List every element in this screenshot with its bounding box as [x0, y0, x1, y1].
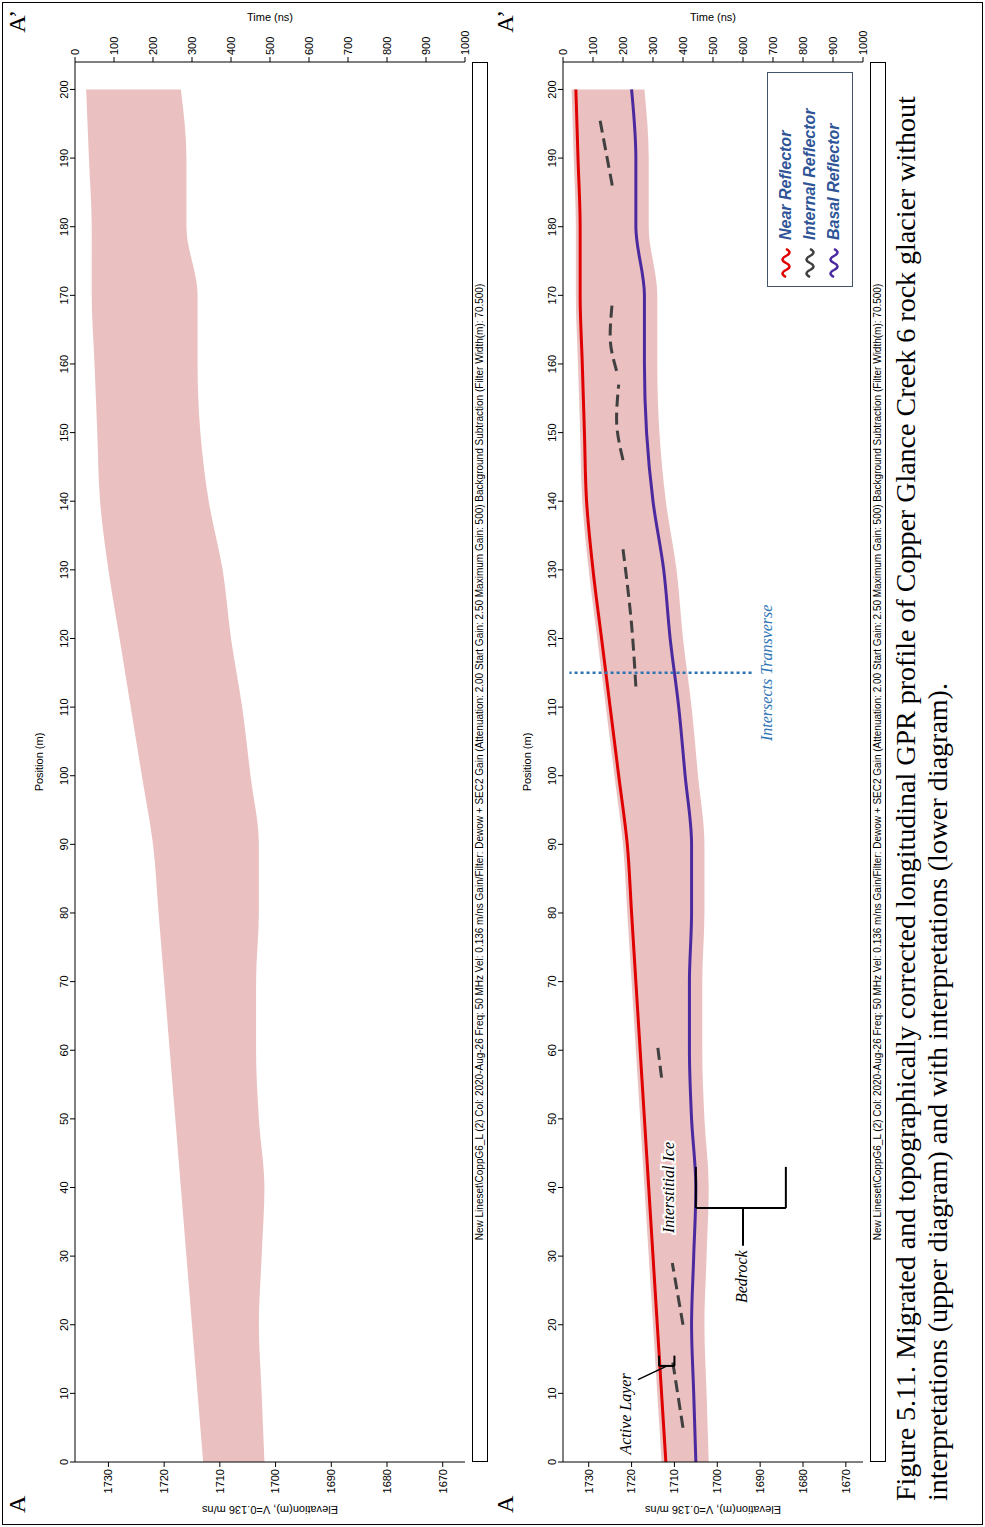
html-text:Internal Reflector: Internal Reflector	[801, 108, 818, 240]
svg-text:160: 160	[58, 355, 70, 373]
svg-text:300: 300	[647, 37, 659, 55]
html-text:New Lineset\CoppG6_L (2) Col:: New Lineset\CoppG6_L (2) Col: 2020-Aug-2…	[872, 283, 883, 1241]
html-text:A: A	[4, 1495, 30, 1513]
svg-text:190: 190	[546, 149, 558, 167]
svg-text:Position (m): Position (m)	[33, 733, 45, 792]
svg-text:50: 50	[546, 1113, 558, 1125]
svg-text:400: 400	[677, 37, 689, 55]
html-text:Basal Reflector: Basal Reflector	[825, 123, 842, 240]
svg-text:Interstitial Ice: Interstitial Ice	[660, 1142, 677, 1234]
svg-text:90: 90	[58, 838, 70, 850]
svg-text:100: 100	[546, 767, 558, 785]
svg-text:150: 150	[546, 423, 558, 441]
svg-text:1000: 1000	[459, 31, 470, 55]
svg-text:700: 700	[767, 37, 779, 55]
svg-text:1710: 1710	[668, 1469, 680, 1493]
svg-text:70: 70	[546, 975, 558, 987]
svg-text:Position (m): Position (m)	[521, 733, 533, 792]
svg-text:Active Layer: Active Layer	[617, 1373, 635, 1456]
svg-text:900: 900	[420, 37, 432, 55]
html-text:A’: A’	[492, 10, 518, 33]
svg-text:200: 200	[546, 80, 558, 98]
svg-text:130: 130	[58, 561, 70, 579]
svg-text:1690: 1690	[325, 1469, 337, 1493]
svg-text:120: 120	[58, 629, 70, 647]
svg-text:Elevation(m), V=0.136 m/ns: Elevation(m), V=0.136 m/ns	[201, 1504, 338, 1516]
svg-text:40: 40	[546, 1181, 558, 1193]
svg-text:100: 100	[587, 37, 599, 55]
svg-text:160: 160	[546, 355, 558, 373]
svg-text:1700: 1700	[269, 1469, 281, 1493]
svg-text:0: 0	[557, 49, 569, 55]
svg-text:1680: 1680	[797, 1469, 809, 1493]
svg-text:190: 190	[58, 149, 70, 167]
svg-text:100: 100	[58, 767, 70, 785]
svg-text:50: 50	[58, 1113, 70, 1125]
svg-text:180: 180	[58, 218, 70, 236]
svg-text:1680: 1680	[381, 1469, 393, 1493]
svg-text:400: 400	[225, 37, 237, 55]
svg-text:150: 150	[58, 423, 70, 441]
svg-text:200: 200	[147, 37, 159, 55]
svg-text:0: 0	[58, 1459, 70, 1465]
svg-text:120: 120	[546, 629, 558, 647]
svg-text:130: 130	[546, 561, 558, 579]
svg-text:1670: 1670	[437, 1469, 449, 1493]
svg-text:Intersects Transverse: Intersects Transverse	[758, 605, 775, 742]
svg-text:600: 600	[303, 37, 315, 55]
svg-text:0: 0	[546, 1459, 558, 1465]
html-text:Near Reflector: Near Reflector	[777, 130, 794, 240]
svg-text:200: 200	[58, 80, 70, 98]
svg-text:30: 30	[546, 1250, 558, 1262]
svg-text:1720: 1720	[158, 1469, 170, 1493]
svg-text:90: 90	[546, 838, 558, 850]
svg-text:600: 600	[737, 37, 749, 55]
svg-text:1710: 1710	[214, 1469, 226, 1493]
svg-text:40: 40	[58, 1181, 70, 1193]
svg-text:1690: 1690	[754, 1469, 766, 1493]
html-text:A: A	[492, 1495, 518, 1513]
svg-text:80: 80	[58, 907, 70, 919]
svg-text:170: 170	[58, 286, 70, 304]
svg-text:800: 800	[381, 37, 393, 55]
svg-text:1730: 1730	[583, 1469, 595, 1493]
svg-text:20: 20	[546, 1319, 558, 1331]
svg-text:Time (ns): Time (ns)	[690, 11, 736, 23]
svg-text:1670: 1670	[840, 1469, 852, 1493]
svg-text:60: 60	[58, 1044, 70, 1056]
svg-text:500: 500	[707, 37, 719, 55]
svg-text:10: 10	[58, 1387, 70, 1399]
svg-text:500: 500	[264, 37, 276, 55]
svg-text:Bedrock: Bedrock	[733, 1249, 750, 1303]
svg-text:20: 20	[58, 1319, 70, 1331]
svg-text:Time (ns): Time (ns)	[247, 11, 293, 23]
svg-text:1700: 1700	[711, 1469, 723, 1493]
svg-text:180: 180	[546, 218, 558, 236]
html-text:New Lineset\CoppG6_L (2) Col:: New Lineset\CoppG6_L (2) Col: 2020-Aug-2…	[474, 283, 485, 1241]
svg-text:140: 140	[58, 492, 70, 510]
svg-text:110: 110	[546, 698, 558, 716]
svg-text:1000: 1000	[857, 31, 868, 55]
html-text:A’: A’	[4, 10, 30, 33]
svg-text:80: 80	[546, 907, 558, 919]
svg-text:Elevation(m), V=0.136 m/ns: Elevation(m), V=0.136 m/ns	[644, 1504, 781, 1516]
svg-text:170: 170	[546, 286, 558, 304]
svg-text:60: 60	[546, 1044, 558, 1056]
svg-text:100: 100	[108, 37, 120, 55]
svg-text:30: 30	[58, 1250, 70, 1262]
svg-text:1720: 1720	[625, 1469, 637, 1493]
svg-text:140: 140	[546, 492, 558, 510]
svg-text:110: 110	[58, 698, 70, 716]
svg-text:300: 300	[186, 37, 198, 55]
svg-text:1730: 1730	[102, 1469, 114, 1493]
html-text:Figure 5.11. Migrated and topo: Figure 5.11. Migrated and topographicall…	[890, 96, 954, 1501]
svg-text:900: 900	[827, 37, 839, 55]
svg-text:10: 10	[546, 1387, 558, 1399]
svg-text:700: 700	[342, 37, 354, 55]
svg-text:70: 70	[58, 975, 70, 987]
svg-text:200: 200	[617, 37, 629, 55]
svg-text:0: 0	[69, 49, 81, 55]
svg-text:800: 800	[797, 37, 809, 55]
